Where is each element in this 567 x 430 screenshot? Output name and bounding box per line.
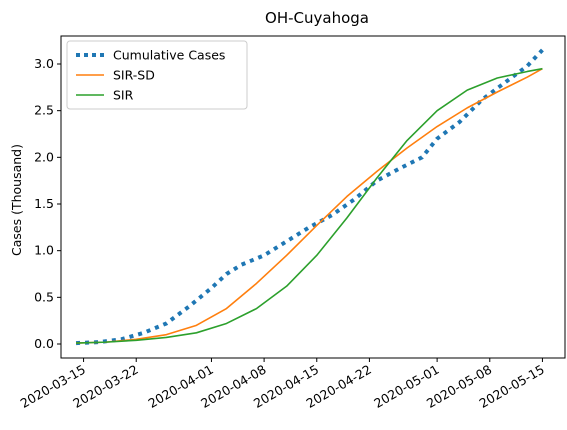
y-tick-label: 2.5 [34, 103, 54, 118]
plot-frame [60, 35, 566, 359]
y-tick-label: 0.5 [34, 289, 54, 304]
series-line-sir [76, 67, 543, 344]
legend-label: SIR-SD [113, 68, 155, 83]
series-line-cumulative-cases [75, 48, 544, 346]
y-tick-label: 0.0 [34, 336, 54, 351]
chart-title: OH-Cuyahoga [265, 9, 369, 27]
y-tick-label: 2.0 [34, 149, 54, 164]
legend-box [66, 40, 248, 110]
y-tick-label: 1.5 [34, 196, 54, 211]
legend-label: Cumulative Cases [113, 48, 225, 63]
legend: Cumulative Cases SIR-SD SIR [66, 40, 248, 110]
series-line-sir-sd [76, 67, 543, 344]
y-tick-label: 1.0 [34, 243, 54, 258]
plot-area [75, 48, 544, 346]
y-tick-label: 3.0 [34, 56, 54, 71]
legend-label: SIR [113, 88, 134, 103]
y-axis-label: Cases (Thousand) [9, 144, 24, 256]
